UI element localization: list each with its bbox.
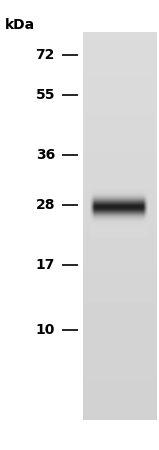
Text: kDa: kDa [5, 18, 35, 32]
Text: 72: 72 [36, 48, 55, 62]
Text: 36: 36 [36, 148, 55, 162]
Text: 10: 10 [36, 323, 55, 337]
Text: 17: 17 [36, 258, 55, 272]
Text: 28: 28 [35, 198, 55, 212]
Text: 55: 55 [35, 88, 55, 102]
